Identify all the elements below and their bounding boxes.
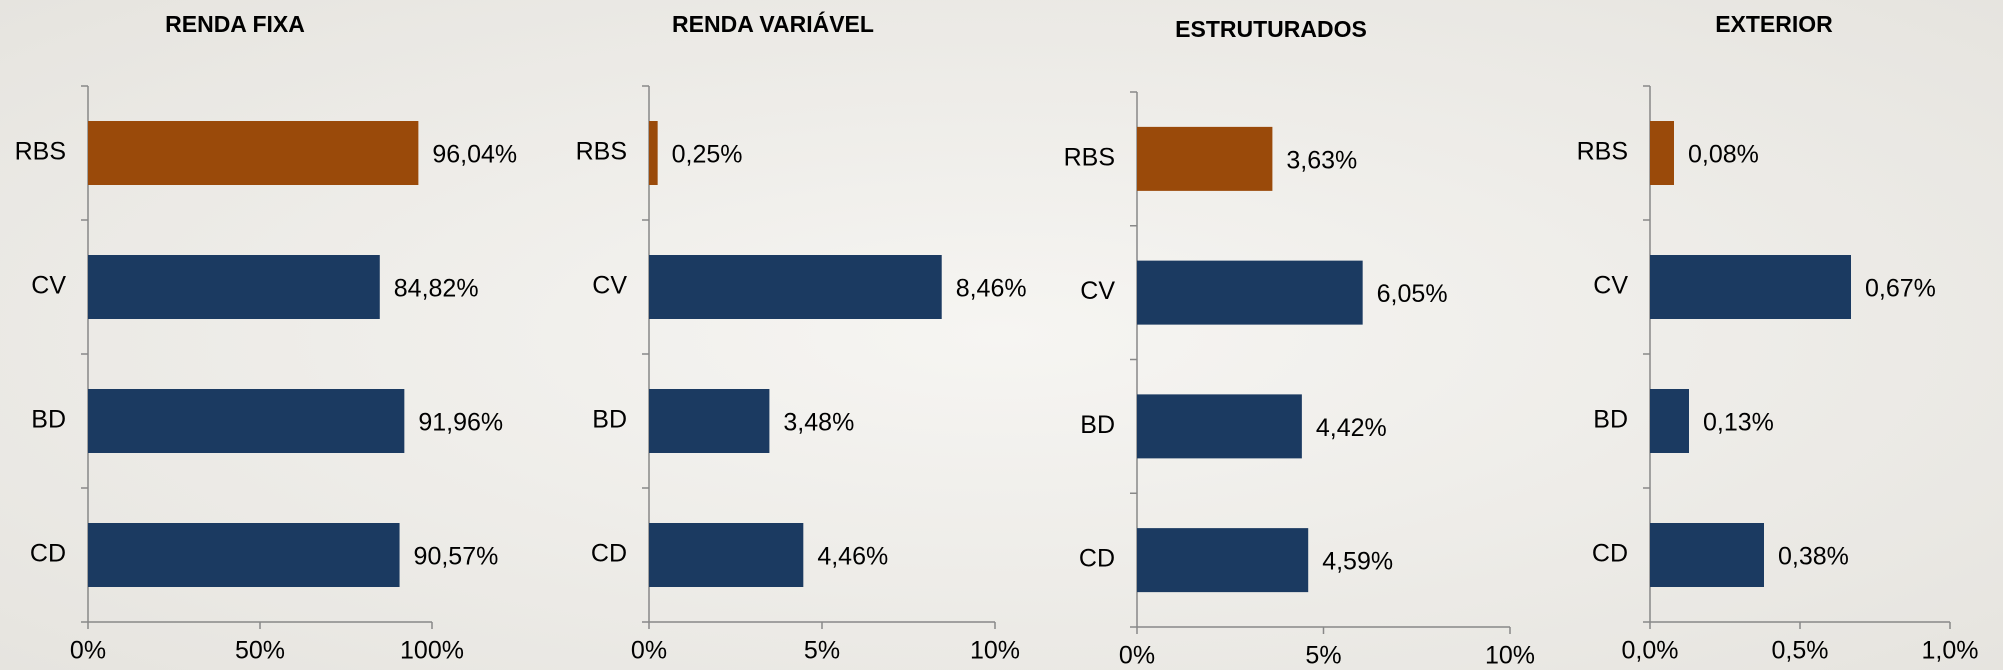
data-label: 91,96% [418,409,503,437]
x-tick-label: 100% [400,637,464,665]
bar [649,121,658,185]
y-tick-label: BD [1593,406,1628,434]
bar [1137,126,1273,191]
x-tick-label: 0% [1119,642,1155,670]
data-label: 96,04% [432,141,517,169]
data-label: 6,05% [1377,280,1448,308]
x-tick-label: 0,0% [1622,637,1679,665]
bar [1650,121,1674,185]
y-tick-label: CV [1080,277,1115,305]
chart-title: RENDA FIXA [165,11,305,37]
bar [88,389,405,453]
x-tick-label: 5% [1305,642,1341,670]
y-tick-label: RBS [15,138,66,166]
y-tick-label: CV [592,272,627,300]
x-tick-label: 10% [1485,642,1535,670]
data-label: 0,38% [1778,543,1849,571]
y-tick-label: BD [31,406,66,434]
bar [1650,389,1689,453]
chart-title: EXTERIOR [1715,11,1833,37]
chart-title: RENDA VARIÁVEL [672,10,874,37]
data-label: 4,59% [1322,548,1393,576]
x-tick-label: 0% [631,637,667,665]
x-tick-label: 5% [804,637,840,665]
x-tick-label: 1,0% [1922,637,1979,665]
data-label: 0,08% [1688,141,1759,169]
y-tick-label: CD [1592,540,1628,568]
y-tick-label: RBS [1577,138,1628,166]
data-label: 4,46% [817,543,888,571]
data-label: 90,57% [414,543,499,571]
bar [88,121,419,185]
bar [1137,394,1302,459]
data-label: 4,42% [1316,414,1387,442]
y-tick-label: CV [31,272,66,300]
bar [88,523,400,587]
data-label: 0,25% [672,141,743,169]
y-tick-label: RBS [576,138,627,166]
bar [1137,260,1363,325]
data-label: 8,46% [956,275,1027,303]
x-tick-label: 0,5% [1772,637,1829,665]
y-tick-label: BD [592,406,627,434]
bar [1650,255,1851,319]
x-tick-label: 0% [70,637,106,665]
chart-title: ESTRUTURADOS [1175,16,1367,42]
bar [649,389,770,453]
bar [88,255,380,319]
data-label: 3,48% [783,409,854,437]
bar [1137,528,1309,593]
data-label: 0,67% [1865,275,1936,303]
x-tick-label: 50% [235,637,285,665]
bar [1650,523,1764,587]
y-tick-label: RBS [1064,143,1115,171]
y-tick-label: CV [1593,272,1628,300]
bar [649,523,804,587]
x-tick-label: 10% [970,637,1020,665]
y-tick-label: CD [30,540,66,568]
bar [649,255,942,319]
y-tick-label: CD [1079,545,1115,573]
data-label: 84,82% [394,275,479,303]
y-tick-label: CD [591,540,627,568]
data-label: 3,63% [1286,146,1357,174]
y-tick-label: BD [1080,411,1115,439]
data-label: 0,13% [1703,409,1774,437]
